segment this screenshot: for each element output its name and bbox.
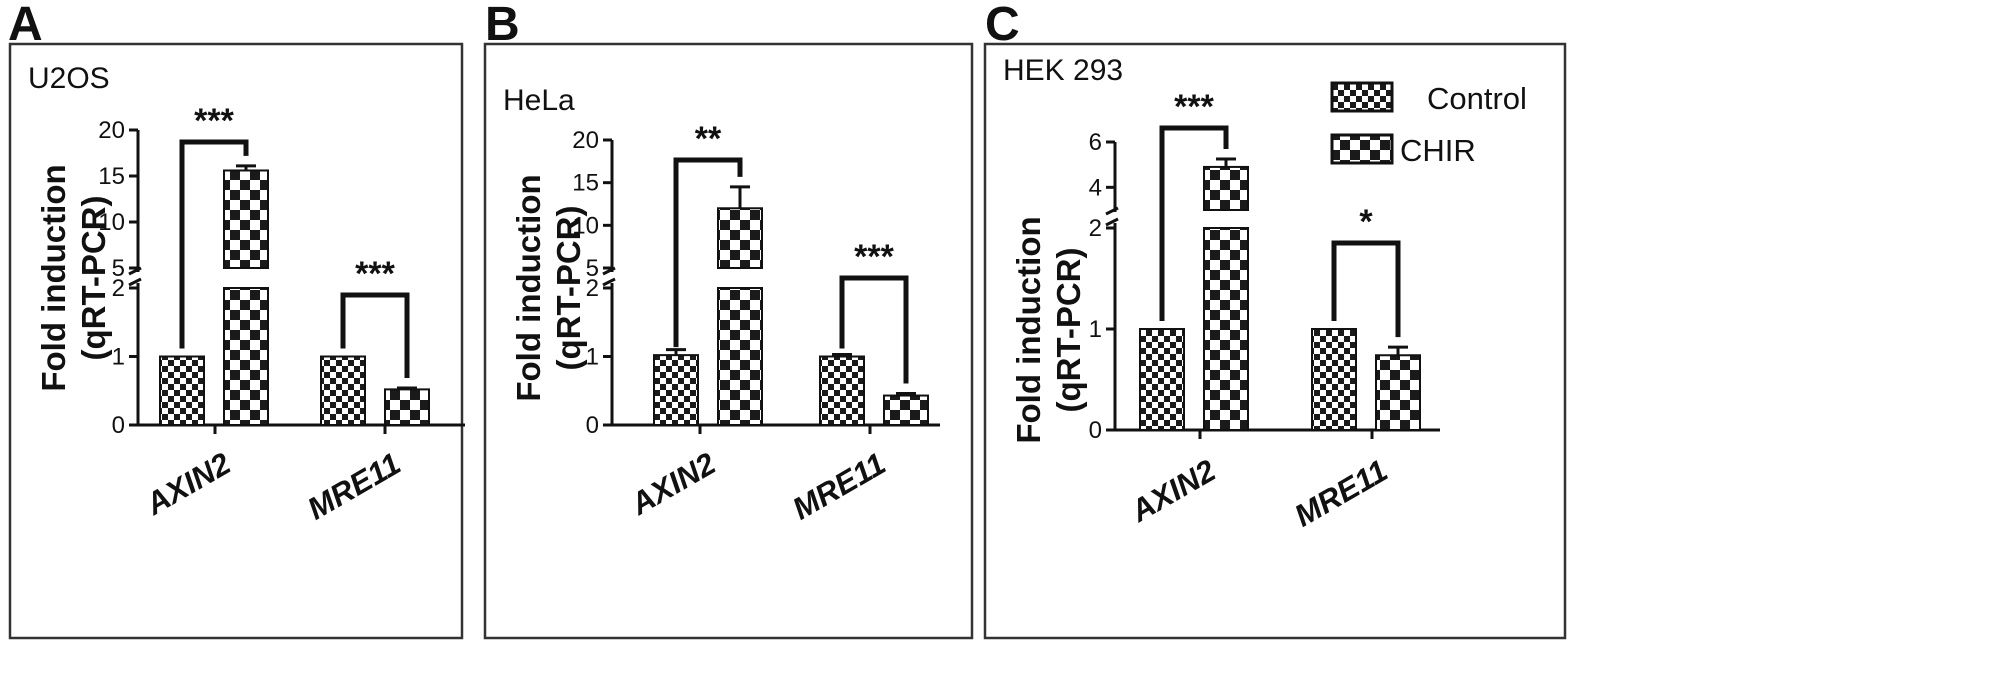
significance-bracket: [1159, 125, 1229, 321]
bar-control-mre11: [1311, 328, 1357, 431]
y-tick-label: 20: [98, 117, 125, 144]
legend: Control CHIR: [1330, 81, 1527, 168]
y-tick-label: 2: [1089, 215, 1102, 242]
cell-line-label: HEK 293: [1003, 54, 1123, 87]
y-tick-label: 6: [1089, 129, 1102, 156]
bar-chir-axin2: [223, 287, 269, 426]
y-tick-label: 15: [98, 163, 125, 190]
bar-chir-axin2-upper: [1203, 165, 1249, 211]
panel-letter: A: [8, 0, 43, 51]
legend-swatch-chir: [1330, 133, 1394, 165]
significance-bracket: [839, 275, 909, 384]
x-category-label: MRE11: [1288, 453, 1393, 534]
panel-frame: [483, 42, 974, 640]
legend-swatch-control: [1330, 81, 1394, 113]
significance-label: *: [1359, 203, 1373, 241]
bar-chir-mre11: [883, 394, 929, 427]
bar-chir-axin2-upper: [717, 207, 763, 269]
panel-letter: B: [485, 0, 520, 51]
bar-control-mre11: [819, 355, 865, 426]
y-tick-label: 0: [586, 412, 599, 439]
significance-bracket: [1331, 240, 1401, 338]
y-axis-label: Fold induction(qRT-PCR): [1010, 216, 1087, 443]
bar-control-axin2: [653, 354, 699, 427]
axis-break-mark: [1105, 217, 1119, 227]
axis-break-mark: [1105, 206, 1119, 216]
significance-label: **: [695, 120, 722, 158]
bar-chir-axin2: [1203, 227, 1249, 431]
bar-control-mre11: [320, 355, 366, 426]
x-category-label: AXIN2: [139, 446, 236, 522]
bar-chir-mre11: [1375, 354, 1421, 432]
x-category-label: MRE11: [786, 446, 891, 527]
y-axis-label: Fold induction(qRT-PCR): [510, 174, 587, 401]
y-tick-label: 10: [572, 212, 599, 239]
axis-break-mark: [602, 266, 616, 276]
y-tick-label: 5: [586, 255, 599, 282]
bar-control-axin2: [1139, 328, 1185, 431]
y-tick-label: 20: [572, 127, 599, 154]
bar-chir-axin2: [717, 287, 763, 426]
panel-letter: C: [985, 0, 1020, 51]
legend-label-control: Control: [1427, 81, 1527, 116]
y-tick-label: 5: [112, 255, 125, 282]
bar-chir-axin2-upper: [223, 169, 269, 269]
y-tick-label: 1: [586, 344, 599, 371]
panel-frame: [983, 42, 1567, 640]
y-tick-label: 0: [1089, 417, 1102, 444]
significance-label: ***: [194, 102, 234, 140]
y-tick-label: 1: [112, 344, 125, 371]
y-axis-label: Fold induction(qRT-PCR): [35, 164, 112, 391]
axis-break-mark: [128, 277, 142, 287]
legend-label-chir: CHIR: [1400, 133, 1476, 168]
y-tick-label: 0: [112, 412, 125, 439]
significance-bracket: [673, 157, 743, 348]
significance-label: ***: [854, 238, 894, 276]
panel-B: B HeLa Fold induction(qRT-PCR) 0 1 25 10 15 20 **…: [483, 0, 974, 640]
significance-label: ***: [1174, 88, 1214, 126]
y-tick-label: 2: [112, 275, 125, 302]
axis-break-mark: [128, 266, 142, 276]
axis-break-mark: [602, 277, 616, 287]
bar-control-axin2: [159, 355, 205, 426]
y-tick-label: 4: [1089, 174, 1102, 201]
panel-frame: [8, 42, 464, 640]
x-category-label: MRE11: [301, 446, 406, 527]
x-category-label: AXIN2: [1124, 453, 1221, 529]
y-tick-label: 15: [572, 170, 599, 197]
panel-A: A U2OS Fold induction(qRT-PCR)0 1 25 10 15 20 **…: [8, 0, 465, 640]
significance-bracket: [340, 292, 410, 379]
cell-line-label: U2OS: [28, 62, 110, 95]
cell-line-label: HeLa: [503, 84, 575, 117]
y-tick-label: 2: [586, 275, 599, 302]
y-tick-label: 10: [98, 209, 125, 236]
significance-label: ***: [355, 255, 395, 293]
bar-chir-mre11: [384, 388, 430, 427]
y-tick-label: 1: [1089, 316, 1102, 343]
significance-bracket: [179, 139, 249, 349]
x-category-label: AXIN2: [624, 446, 721, 522]
